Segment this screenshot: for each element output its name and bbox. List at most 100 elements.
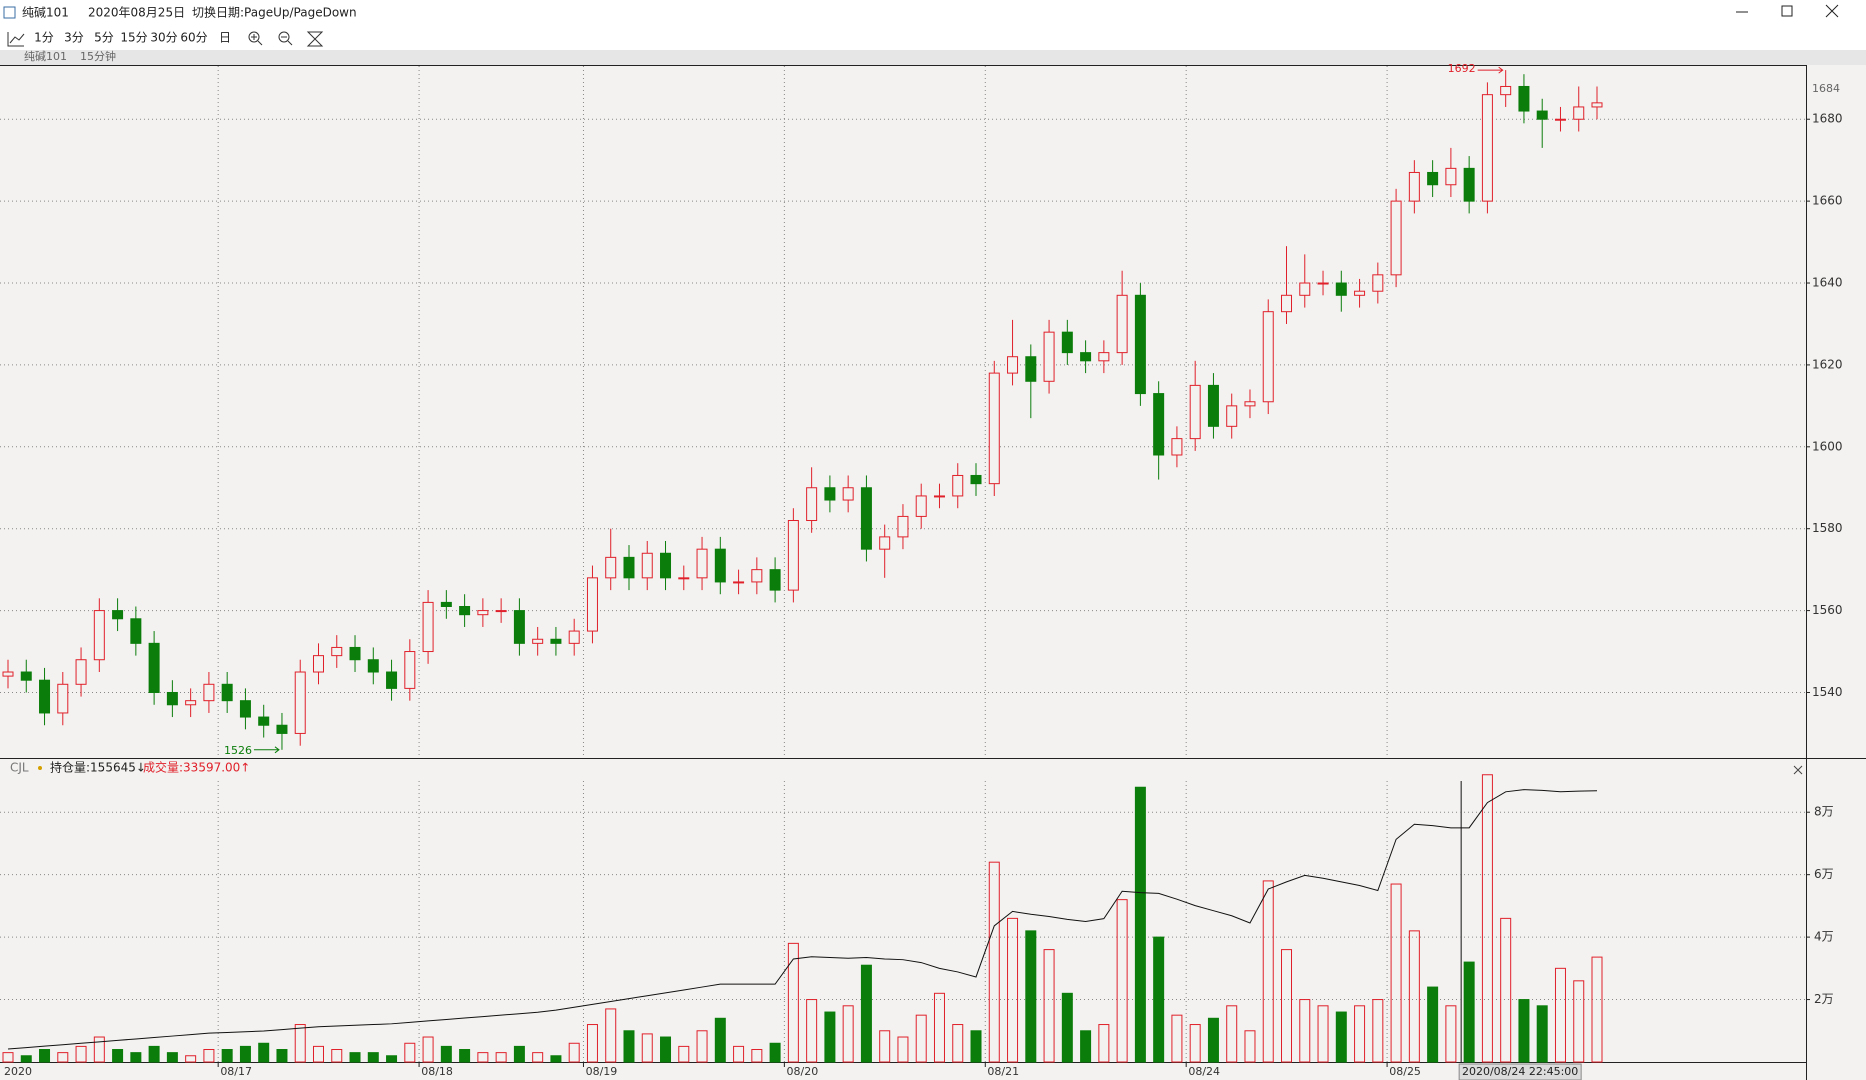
volume-bar	[1445, 1005, 1457, 1063]
y-tick-label: 6万	[1814, 867, 1834, 881]
period-button[interactable]: 15分	[120, 31, 147, 45]
reset-button[interactable]	[306, 31, 324, 47]
volume-bar	[1390, 883, 1402, 1063]
candle-body	[751, 569, 763, 583]
window-title: 纯碱101	[22, 6, 69, 20]
volume-bar	[513, 1045, 525, 1063]
y-tick-label: 2万	[1814, 992, 1834, 1006]
candle-body	[970, 474, 982, 485]
candle-body	[1025, 356, 1037, 382]
volume-bar	[733, 1045, 745, 1063]
candle-body	[897, 515, 909, 538]
candle-body	[1244, 401, 1256, 407]
candle-body	[1408, 171, 1420, 202]
candle-body	[422, 601, 434, 653]
volume-bar	[1262, 880, 1274, 1063]
candle-body	[787, 520, 799, 591]
candle-body	[112, 610, 124, 620]
volume-bar	[20, 1055, 32, 1063]
toolbar	[0, 26, 1866, 50]
candle-body	[258, 716, 270, 726]
volume-bar	[367, 1052, 379, 1063]
candle-body	[933, 495, 945, 498]
volume-bar	[641, 1033, 653, 1063]
close-button[interactable]	[1825, 4, 1839, 18]
volume-bar	[185, 1055, 197, 1063]
title-bar	[0, 0, 1866, 26]
volume-bar	[148, 1045, 160, 1063]
candle-body	[1153, 393, 1165, 456]
last-price-label: 1684	[1812, 82, 1840, 95]
volume-bar	[166, 1052, 178, 1063]
volume-bar	[130, 1052, 142, 1063]
candle-body	[1573, 106, 1585, 120]
volume-bar	[312, 1045, 324, 1063]
candle-body	[1098, 352, 1110, 362]
candle-body	[367, 659, 379, 673]
candle-body	[1281, 294, 1293, 313]
candle-body	[842, 487, 854, 501]
app-icon	[3, 6, 16, 19]
candle-body	[386, 671, 398, 689]
y-tick-label: 1620	[1812, 357, 1843, 371]
volume-bar	[93, 1036, 105, 1063]
subheader-period: 15分钟	[80, 49, 116, 63]
candle-body	[1445, 167, 1457, 186]
y-tick-label: 1540	[1812, 685, 1843, 699]
volume-bar	[1098, 1024, 1110, 1063]
volume-bar	[1116, 899, 1128, 1063]
volume-bar	[660, 1036, 672, 1063]
open-interest-label: 持仓量:155645↓	[50, 760, 146, 775]
indicator-close[interactable]	[1793, 765, 1803, 775]
volume-bar	[1244, 1030, 1256, 1063]
volume-bar	[550, 1055, 562, 1063]
indicator-title: CJL	[10, 761, 29, 775]
volume-bar	[1080, 1030, 1092, 1063]
candle-body	[1262, 311, 1274, 403]
volume-bar	[678, 1045, 690, 1063]
volume-bar	[39, 1049, 51, 1063]
candle-body	[1481, 94, 1493, 202]
period-button[interactable]: 30分	[150, 31, 177, 45]
x-tick-label: 08/24	[1188, 1065, 1220, 1078]
volume-bar	[1043, 949, 1055, 1063]
volume-bar	[860, 964, 872, 1063]
volume-bar	[1591, 956, 1603, 1063]
candle-body	[1299, 282, 1311, 296]
candle-body	[769, 569, 781, 591]
volume-bar	[915, 1014, 927, 1063]
volume-bar	[404, 1042, 416, 1063]
zoom-out-button[interactable]	[278, 31, 293, 46]
chart-type-icon[interactable]	[7, 32, 25, 47]
period-button[interactable]: 日	[219, 31, 231, 45]
volume-bar	[1335, 1011, 1347, 1063]
period-button[interactable]: 1分	[34, 31, 54, 45]
period-button[interactable]: 60分	[180, 31, 207, 45]
candle-body	[952, 474, 964, 497]
candle-body	[312, 655, 324, 673]
cursor-box	[1458, 1063, 1582, 1080]
volume-bar	[605, 1008, 617, 1063]
volume-bar	[1171, 1014, 1183, 1063]
volume-bar	[1354, 1005, 1366, 1063]
candle-body	[2, 671, 14, 677]
candle-body	[714, 548, 726, 583]
candle-body	[1335, 282, 1347, 296]
candle-body	[532, 638, 544, 644]
candle-body	[75, 659, 87, 685]
candle-body	[185, 700, 197, 706]
period-button[interactable]: 3分	[64, 31, 84, 45]
x-tick-label: 2020	[4, 1065, 32, 1078]
volume-bar	[879, 1030, 891, 1063]
zoom-in-button[interactable]	[248, 31, 263, 46]
restore-button[interactable]	[1781, 5, 1793, 17]
period-button[interactable]: 5分	[94, 31, 114, 45]
candle-body	[1116, 294, 1128, 354]
candle-body	[1427, 171, 1439, 186]
candle-body	[860, 487, 872, 550]
candle-body	[1207, 384, 1219, 427]
candle-body	[678, 577, 690, 580]
volume-bar	[787, 942, 799, 1063]
